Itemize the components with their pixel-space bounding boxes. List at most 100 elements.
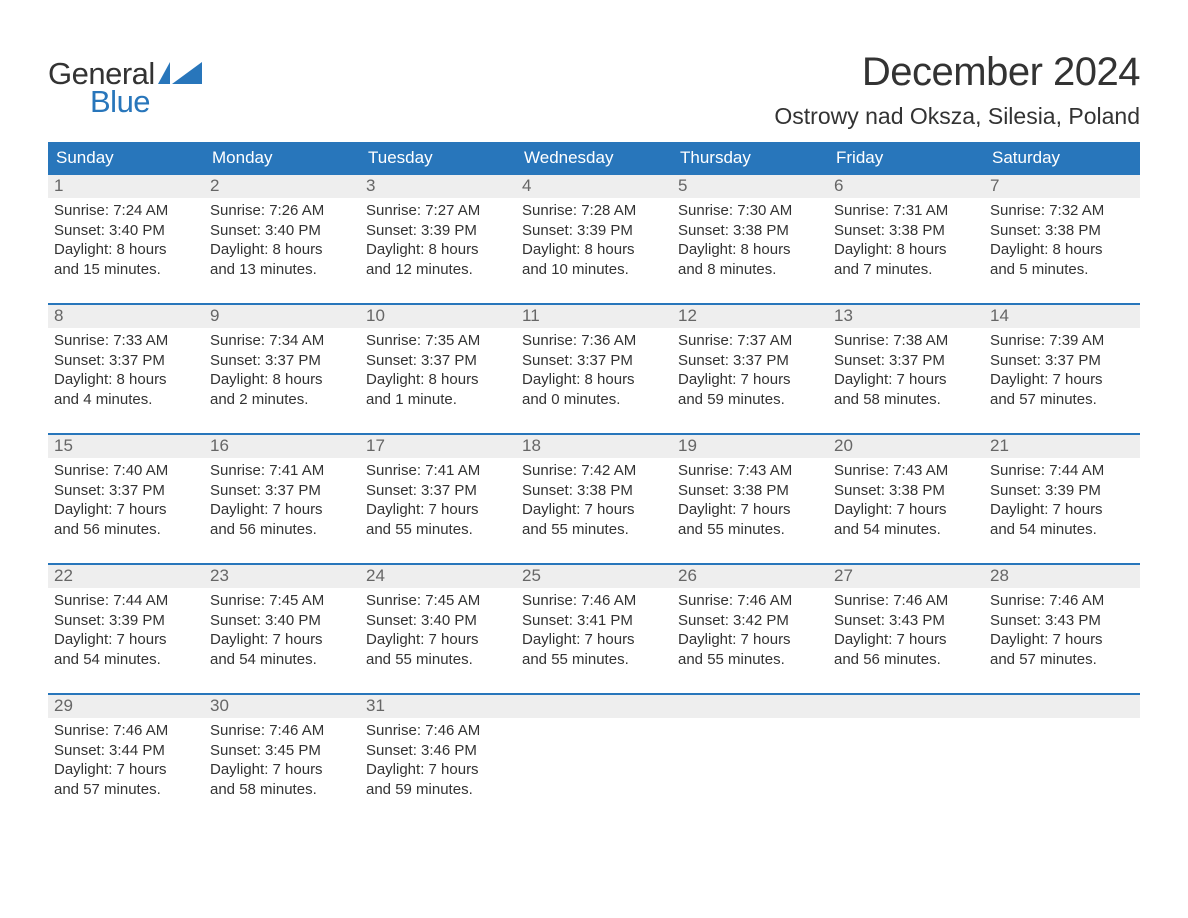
day-body: Sunrise: 7:24 AMSunset: 3:40 PMDaylight:… <box>48 198 204 283</box>
day-body: Sunrise: 7:31 AMSunset: 3:38 PMDaylight:… <box>828 198 984 283</box>
sunset-text: Sunset: 3:44 PM <box>54 741 198 761</box>
day-number: 12 <box>672 305 828 328</box>
daylight-line2: and 54 minutes. <box>834 520 978 540</box>
day-cell: 27Sunrise: 7:46 AMSunset: 3:43 PMDayligh… <box>828 565 984 693</box>
sunset-text: Sunset: 3:37 PM <box>834 351 978 371</box>
day-body: Sunrise: 7:41 AMSunset: 3:37 PMDaylight:… <box>360 458 516 543</box>
sunrise-text: Sunrise: 7:38 AM <box>834 331 978 351</box>
day-cell: 8Sunrise: 7:33 AMSunset: 3:37 PMDaylight… <box>48 305 204 433</box>
day-cell: 21Sunrise: 7:44 AMSunset: 3:39 PMDayligh… <box>984 435 1140 563</box>
day-cell: 20Sunrise: 7:43 AMSunset: 3:38 PMDayligh… <box>828 435 984 563</box>
daylight-line1: Daylight: 7 hours <box>834 630 978 650</box>
month-title: December 2024 <box>774 50 1140 95</box>
day-number: 2 <box>204 175 360 198</box>
day-body: Sunrise: 7:30 AMSunset: 3:38 PMDaylight:… <box>672 198 828 283</box>
sunset-text: Sunset: 3:45 PM <box>210 741 354 761</box>
location-text: Ostrowy nad Oksza, Silesia, Poland <box>774 103 1140 130</box>
day-cell: 30Sunrise: 7:46 AMSunset: 3:45 PMDayligh… <box>204 695 360 823</box>
daylight-line2: and 55 minutes. <box>366 520 510 540</box>
daylight-line1: Daylight: 7 hours <box>834 370 978 390</box>
sunset-text: Sunset: 3:46 PM <box>366 741 510 761</box>
daylight-line2: and 10 minutes. <box>522 260 666 280</box>
daylight-line2: and 0 minutes. <box>522 390 666 410</box>
day-cell: 17Sunrise: 7:41 AMSunset: 3:37 PMDayligh… <box>360 435 516 563</box>
day-number: 14 <box>984 305 1140 328</box>
day-number: 5 <box>672 175 828 198</box>
day-cell <box>516 695 672 823</box>
daylight-line2: and 13 minutes. <box>210 260 354 280</box>
sunrise-text: Sunrise: 7:44 AM <box>990 461 1134 481</box>
day-number: 26 <box>672 565 828 588</box>
sunrise-text: Sunrise: 7:33 AM <box>54 331 198 351</box>
sunset-text: Sunset: 3:38 PM <box>834 481 978 501</box>
daylight-line2: and 55 minutes. <box>678 650 822 670</box>
sunrise-text: Sunrise: 7:41 AM <box>366 461 510 481</box>
daylight-line1: Daylight: 7 hours <box>990 630 1134 650</box>
daylight-line1: Daylight: 7 hours <box>54 760 198 780</box>
daylight-line2: and 55 minutes. <box>522 520 666 540</box>
day-cell: 14Sunrise: 7:39 AMSunset: 3:37 PMDayligh… <box>984 305 1140 433</box>
day-number: 9 <box>204 305 360 328</box>
day-cell: 22Sunrise: 7:44 AMSunset: 3:39 PMDayligh… <box>48 565 204 693</box>
day-number-empty <box>516 695 672 718</box>
daylight-line2: and 2 minutes. <box>210 390 354 410</box>
day-number: 6 <box>828 175 984 198</box>
day-number: 29 <box>48 695 204 718</box>
day-number: 17 <box>360 435 516 458</box>
sunset-text: Sunset: 3:39 PM <box>54 611 198 631</box>
daylight-line1: Daylight: 7 hours <box>54 630 198 650</box>
sunset-text: Sunset: 3:41 PM <box>522 611 666 631</box>
day-header-wednesday: Wednesday <box>516 142 672 175</box>
page: General Blue December 2024 Ostrowy nad O… <box>0 0 1188 918</box>
daylight-line2: and 57 minutes. <box>990 390 1134 410</box>
day-cell: 11Sunrise: 7:36 AMSunset: 3:37 PMDayligh… <box>516 305 672 433</box>
day-body: Sunrise: 7:43 AMSunset: 3:38 PMDaylight:… <box>672 458 828 543</box>
day-number: 15 <box>48 435 204 458</box>
daylight-line1: Daylight: 7 hours <box>990 370 1134 390</box>
sunrise-text: Sunrise: 7:36 AM <box>522 331 666 351</box>
daylight-line2: and 55 minutes. <box>678 520 822 540</box>
sunset-text: Sunset: 3:43 PM <box>990 611 1134 631</box>
sunrise-text: Sunrise: 7:32 AM <box>990 201 1134 221</box>
sunrise-text: Sunrise: 7:45 AM <box>210 591 354 611</box>
sunrise-text: Sunrise: 7:27 AM <box>366 201 510 221</box>
sunset-text: Sunset: 3:37 PM <box>366 481 510 501</box>
daylight-line1: Daylight: 8 hours <box>522 240 666 260</box>
sunset-text: Sunset: 3:37 PM <box>522 351 666 371</box>
week-row: 8Sunrise: 7:33 AMSunset: 3:37 PMDaylight… <box>48 303 1140 433</box>
daylight-line2: and 54 minutes. <box>210 650 354 670</box>
sunset-text: Sunset: 3:37 PM <box>210 481 354 501</box>
day-cell: 1Sunrise: 7:24 AMSunset: 3:40 PMDaylight… <box>48 175 204 303</box>
sunrise-text: Sunrise: 7:43 AM <box>678 461 822 481</box>
daylight-line2: and 56 minutes. <box>210 520 354 540</box>
sunset-text: Sunset: 3:40 PM <box>210 611 354 631</box>
day-cell: 9Sunrise: 7:34 AMSunset: 3:37 PMDaylight… <box>204 305 360 433</box>
daylight-line1: Daylight: 7 hours <box>522 500 666 520</box>
day-cell: 5Sunrise: 7:30 AMSunset: 3:38 PMDaylight… <box>672 175 828 303</box>
daylight-line1: Daylight: 8 hours <box>54 370 198 390</box>
daylight-line2: and 59 minutes. <box>366 780 510 800</box>
day-body: Sunrise: 7:41 AMSunset: 3:37 PMDaylight:… <box>204 458 360 543</box>
day-body: Sunrise: 7:37 AMSunset: 3:37 PMDaylight:… <box>672 328 828 413</box>
day-header-thursday: Thursday <box>672 142 828 175</box>
daylight-line1: Daylight: 7 hours <box>990 500 1134 520</box>
sunset-text: Sunset: 3:37 PM <box>54 481 198 501</box>
day-number-empty <box>672 695 828 718</box>
day-cell: 3Sunrise: 7:27 AMSunset: 3:39 PMDaylight… <box>360 175 516 303</box>
day-cell: 19Sunrise: 7:43 AMSunset: 3:38 PMDayligh… <box>672 435 828 563</box>
header: General Blue December 2024 Ostrowy nad O… <box>48 50 1140 130</box>
day-cell: 29Sunrise: 7:46 AMSunset: 3:44 PMDayligh… <box>48 695 204 823</box>
daylight-line1: Daylight: 8 hours <box>366 240 510 260</box>
day-body: Sunrise: 7:42 AMSunset: 3:38 PMDaylight:… <box>516 458 672 543</box>
sunrise-text: Sunrise: 7:41 AM <box>210 461 354 481</box>
sunset-text: Sunset: 3:43 PM <box>834 611 978 631</box>
day-cell: 4Sunrise: 7:28 AMSunset: 3:39 PMDaylight… <box>516 175 672 303</box>
sunset-text: Sunset: 3:37 PM <box>366 351 510 371</box>
day-number: 4 <box>516 175 672 198</box>
sunrise-text: Sunrise: 7:35 AM <box>366 331 510 351</box>
daylight-line1: Daylight: 7 hours <box>366 500 510 520</box>
day-cell: 10Sunrise: 7:35 AMSunset: 3:37 PMDayligh… <box>360 305 516 433</box>
day-body: Sunrise: 7:46 AMSunset: 3:43 PMDaylight:… <box>828 588 984 673</box>
daylight-line1: Daylight: 7 hours <box>834 500 978 520</box>
sunrise-text: Sunrise: 7:43 AM <box>834 461 978 481</box>
